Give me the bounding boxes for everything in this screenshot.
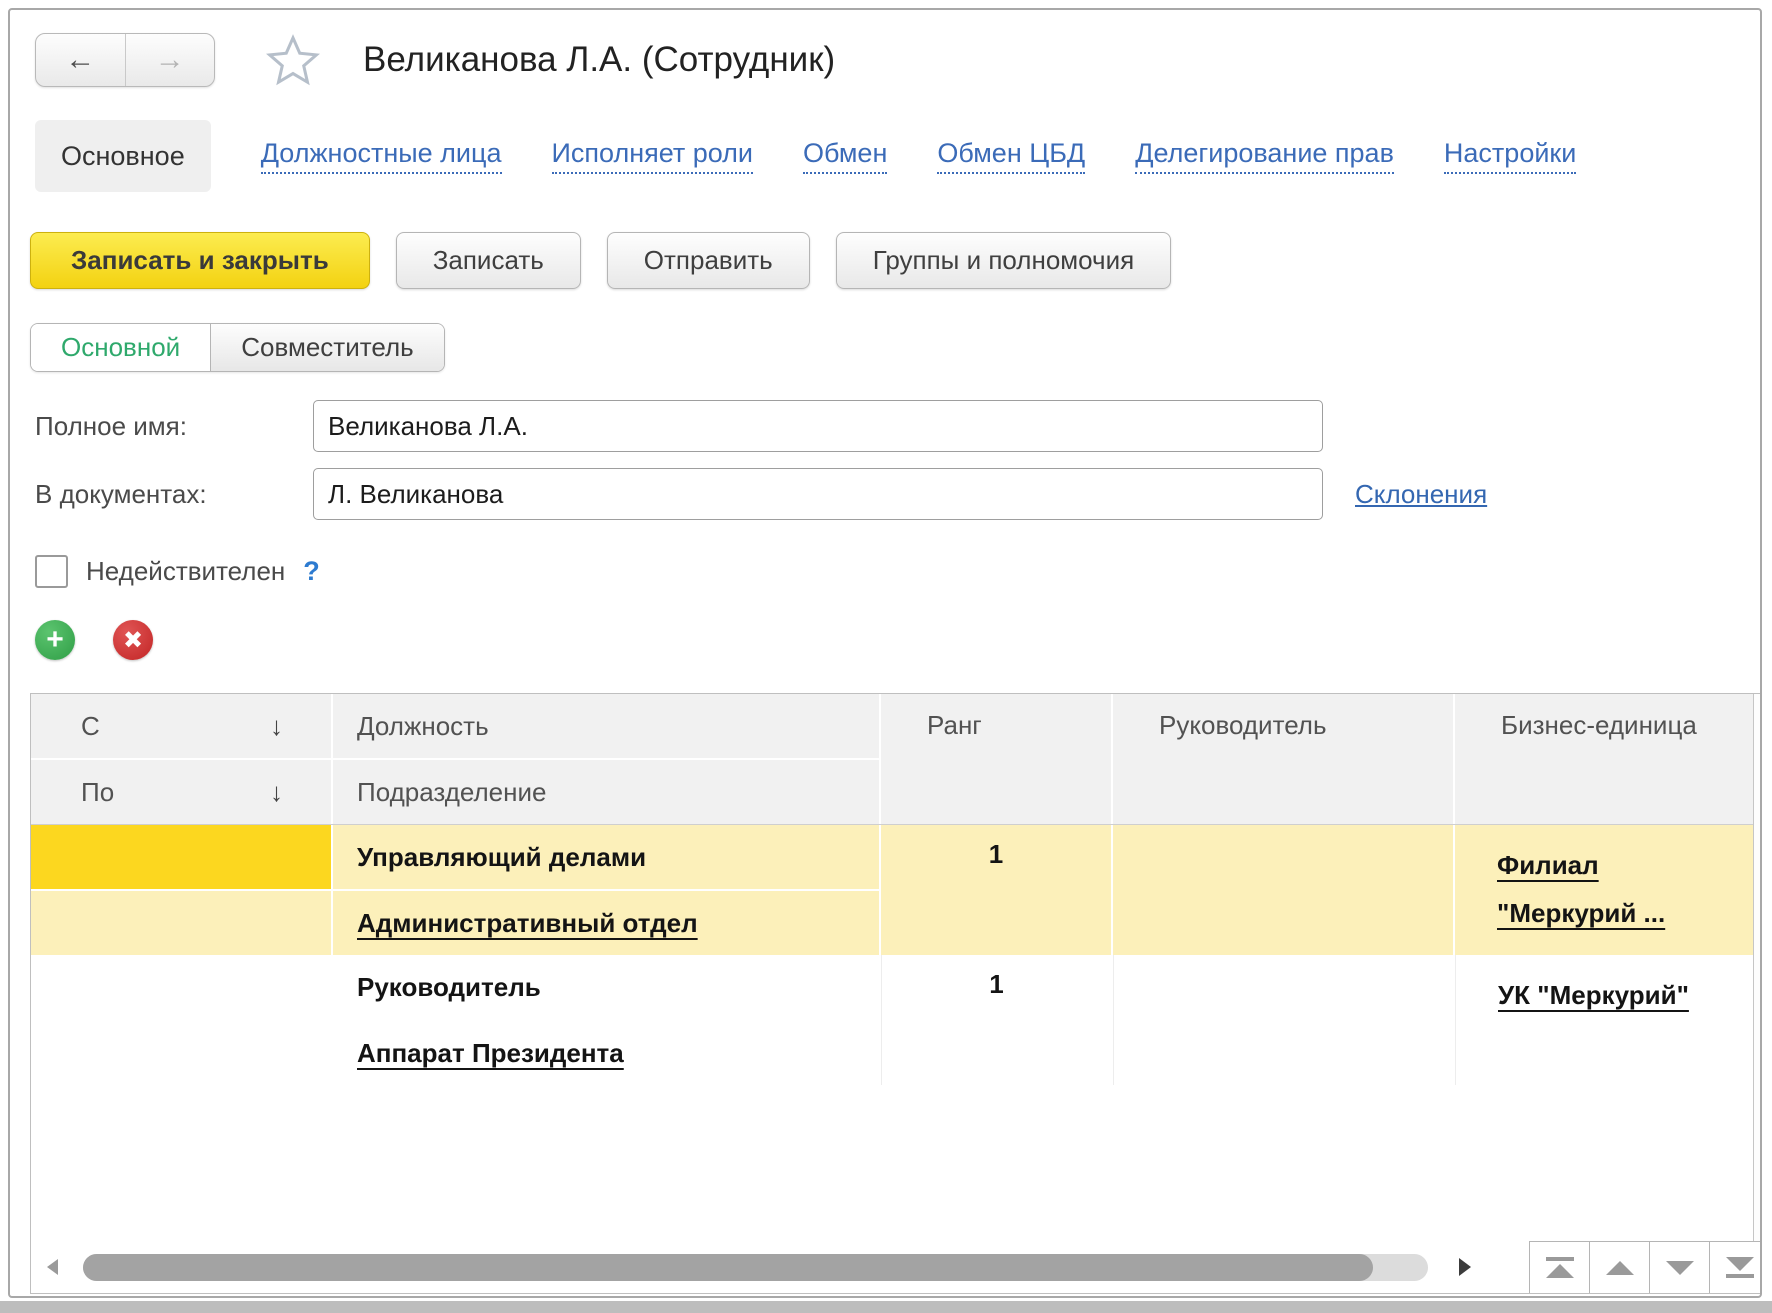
- full-name-input[interactable]: [313, 400, 1323, 452]
- delete-row-button[interactable]: ✖: [113, 620, 153, 660]
- cell-manager[interactable]: [1113, 955, 1453, 1085]
- save-button[interactable]: Записать: [395, 232, 581, 289]
- triangle-up-icon: [1605, 1260, 1634, 1275]
- invalid-row: Недействителен ?: [35, 555, 320, 588]
- in-documents-label: В документах:: [35, 478, 207, 509]
- header-from[interactable]: С ↓: [31, 694, 331, 758]
- go-first-button[interactable]: [1530, 1242, 1589, 1293]
- add-row-button[interactable]: +: [35, 620, 75, 660]
- triangle-down-icon: [1665, 1260, 1694, 1275]
- groups-permissions-button[interactable]: Группы и полномочия: [835, 232, 1172, 289]
- sort-arrow-icon: ↓: [270, 710, 283, 741]
- header-rank[interactable]: Ранг: [881, 694, 1111, 824]
- last-bar-icon: [1725, 1274, 1754, 1278]
- save-and-close-button[interactable]: Записать и закрыть: [30, 232, 370, 289]
- header-department[interactable]: Подразделение: [333, 760, 879, 824]
- scrollbar-track[interactable]: [83, 1254, 1428, 1281]
- vertical-scrollbar[interactable]: [1753, 694, 1760, 1241]
- cell-manager[interactable]: [1113, 825, 1453, 955]
- history-nav: ← →: [35, 33, 215, 87]
- row-navigation-buttons: [1529, 1241, 1760, 1293]
- page-title: Великанова Л.А. (Сотрудник): [363, 40, 836, 79]
- cell-to[interactable]: [31, 891, 331, 955]
- header-position[interactable]: Должность: [333, 694, 879, 758]
- table-command-bar: + ✖: [35, 620, 153, 660]
- cell-rank[interactable]: 1: [881, 955, 1111, 1085]
- window-bottom-edge: [0, 1301, 1772, 1313]
- triangle-down-icon: [1725, 1257, 1754, 1271]
- cell-from[interactable]: [31, 955, 331, 1019]
- sort-arrow-icon: ↓: [270, 776, 283, 807]
- table-header: С ↓ Должность Ранг Руководитель Бизнес-е…: [31, 694, 1753, 825]
- tab-main[interactable]: Основное: [35, 120, 211, 192]
- employee-card-window: ← → Великанова Л.А. (Сотрудник) Основное…: [8, 8, 1762, 1298]
- full-name-row: Полное имя:: [35, 400, 1323, 452]
- declensions-link[interactable]: Склонения: [1355, 478, 1488, 509]
- department-link[interactable]: Аппарат Президента: [357, 1037, 624, 1068]
- go-last-button[interactable]: [1709, 1242, 1760, 1293]
- scroll-left-icon[interactable]: [47, 1259, 58, 1275]
- invalid-checkbox[interactable]: [35, 555, 68, 588]
- first-bar-icon: [1545, 1257, 1574, 1261]
- toolbar: Записать и закрыть Записать Отправить Гр…: [30, 232, 1172, 289]
- cross-icon: ✖: [122, 626, 144, 654]
- tab-secondary-employment[interactable]: Совместитель: [210, 324, 444, 371]
- help-question-icon[interactable]: ?: [303, 556, 320, 586]
- tab-exchange-cbd[interactable]: Обмен ЦБД: [937, 138, 1086, 174]
- table-row[interactable]: Руководитель 1 УК "Меркурий" Аппарат Пре…: [31, 955, 1753, 1085]
- full-name-label: Полное имя:: [35, 410, 187, 441]
- tab-officials[interactable]: Должностные лица: [260, 138, 502, 174]
- positions-table: С ↓ Должность Ранг Руководитель Бизнес-е…: [30, 693, 1760, 1294]
- go-up-button[interactable]: [1589, 1242, 1649, 1293]
- triangle-up-icon: [1545, 1264, 1574, 1278]
- tab-performs-roles[interactable]: Исполняет роли: [551, 138, 753, 174]
- header-business-unit[interactable]: Бизнес-единица: [1455, 694, 1753, 824]
- in-documents-input[interactable]: [313, 468, 1323, 520]
- tab-primary-employment[interactable]: Основной: [31, 324, 211, 371]
- cell-to[interactable]: [31, 1021, 331, 1085]
- cell-position[interactable]: Управляющий делами: [333, 825, 879, 889]
- titlebar: ← → Великанова Л.А. (Сотрудник): [35, 32, 835, 88]
- department-link[interactable]: Административный отдел: [357, 907, 698, 938]
- cell-from-selected[interactable]: [31, 825, 331, 889]
- back-button[interactable]: ←: [36, 34, 126, 86]
- scrollbar-thumb[interactable]: [83, 1254, 1373, 1281]
- tab-settings[interactable]: Настройки: [1443, 138, 1577, 174]
- header-manager[interactable]: Руководитель: [1113, 694, 1453, 824]
- business-unit-link[interactable]: Филиал "Меркурий ...: [1497, 850, 1666, 928]
- employment-type-tabs: Основной Совместитель: [30, 323, 445, 372]
- header-to[interactable]: По ↓: [31, 760, 331, 824]
- forward-button[interactable]: →: [126, 34, 215, 86]
- cell-rank[interactable]: 1: [881, 825, 1111, 955]
- back-arrow-icon: ←: [65, 43, 96, 76]
- forward-arrow-icon: →: [154, 43, 185, 76]
- send-button[interactable]: Отправить: [606, 232, 810, 289]
- tab-rights-delegation[interactable]: Делегирование прав: [1135, 138, 1394, 174]
- table-row[interactable]: Управляющий делами 1 Филиал "Меркурий ..…: [31, 825, 1753, 955]
- in-documents-row: В документах: Склонения: [35, 468, 1487, 520]
- favorite-star-icon[interactable]: [265, 32, 321, 88]
- tab-exchange[interactable]: Обмен: [803, 138, 888, 174]
- horizontal-scrollbar[interactable]: [31, 1241, 1760, 1293]
- business-unit-link[interactable]: УК "Меркурий": [1498, 980, 1689, 1010]
- scroll-right-icon[interactable]: [1459, 1258, 1471, 1276]
- plus-icon: +: [46, 623, 64, 656]
- go-down-button[interactable]: [1649, 1242, 1709, 1293]
- cell-position[interactable]: Руководитель: [333, 955, 879, 1019]
- nav-tabs: Основное Должностные лица Исполняет роли…: [35, 120, 1760, 192]
- invalid-checkbox-label: Недействителен: [86, 556, 286, 586]
- positions-table-body: С ↓ Должность Ранг Руководитель Бизнес-е…: [31, 694, 1753, 1241]
